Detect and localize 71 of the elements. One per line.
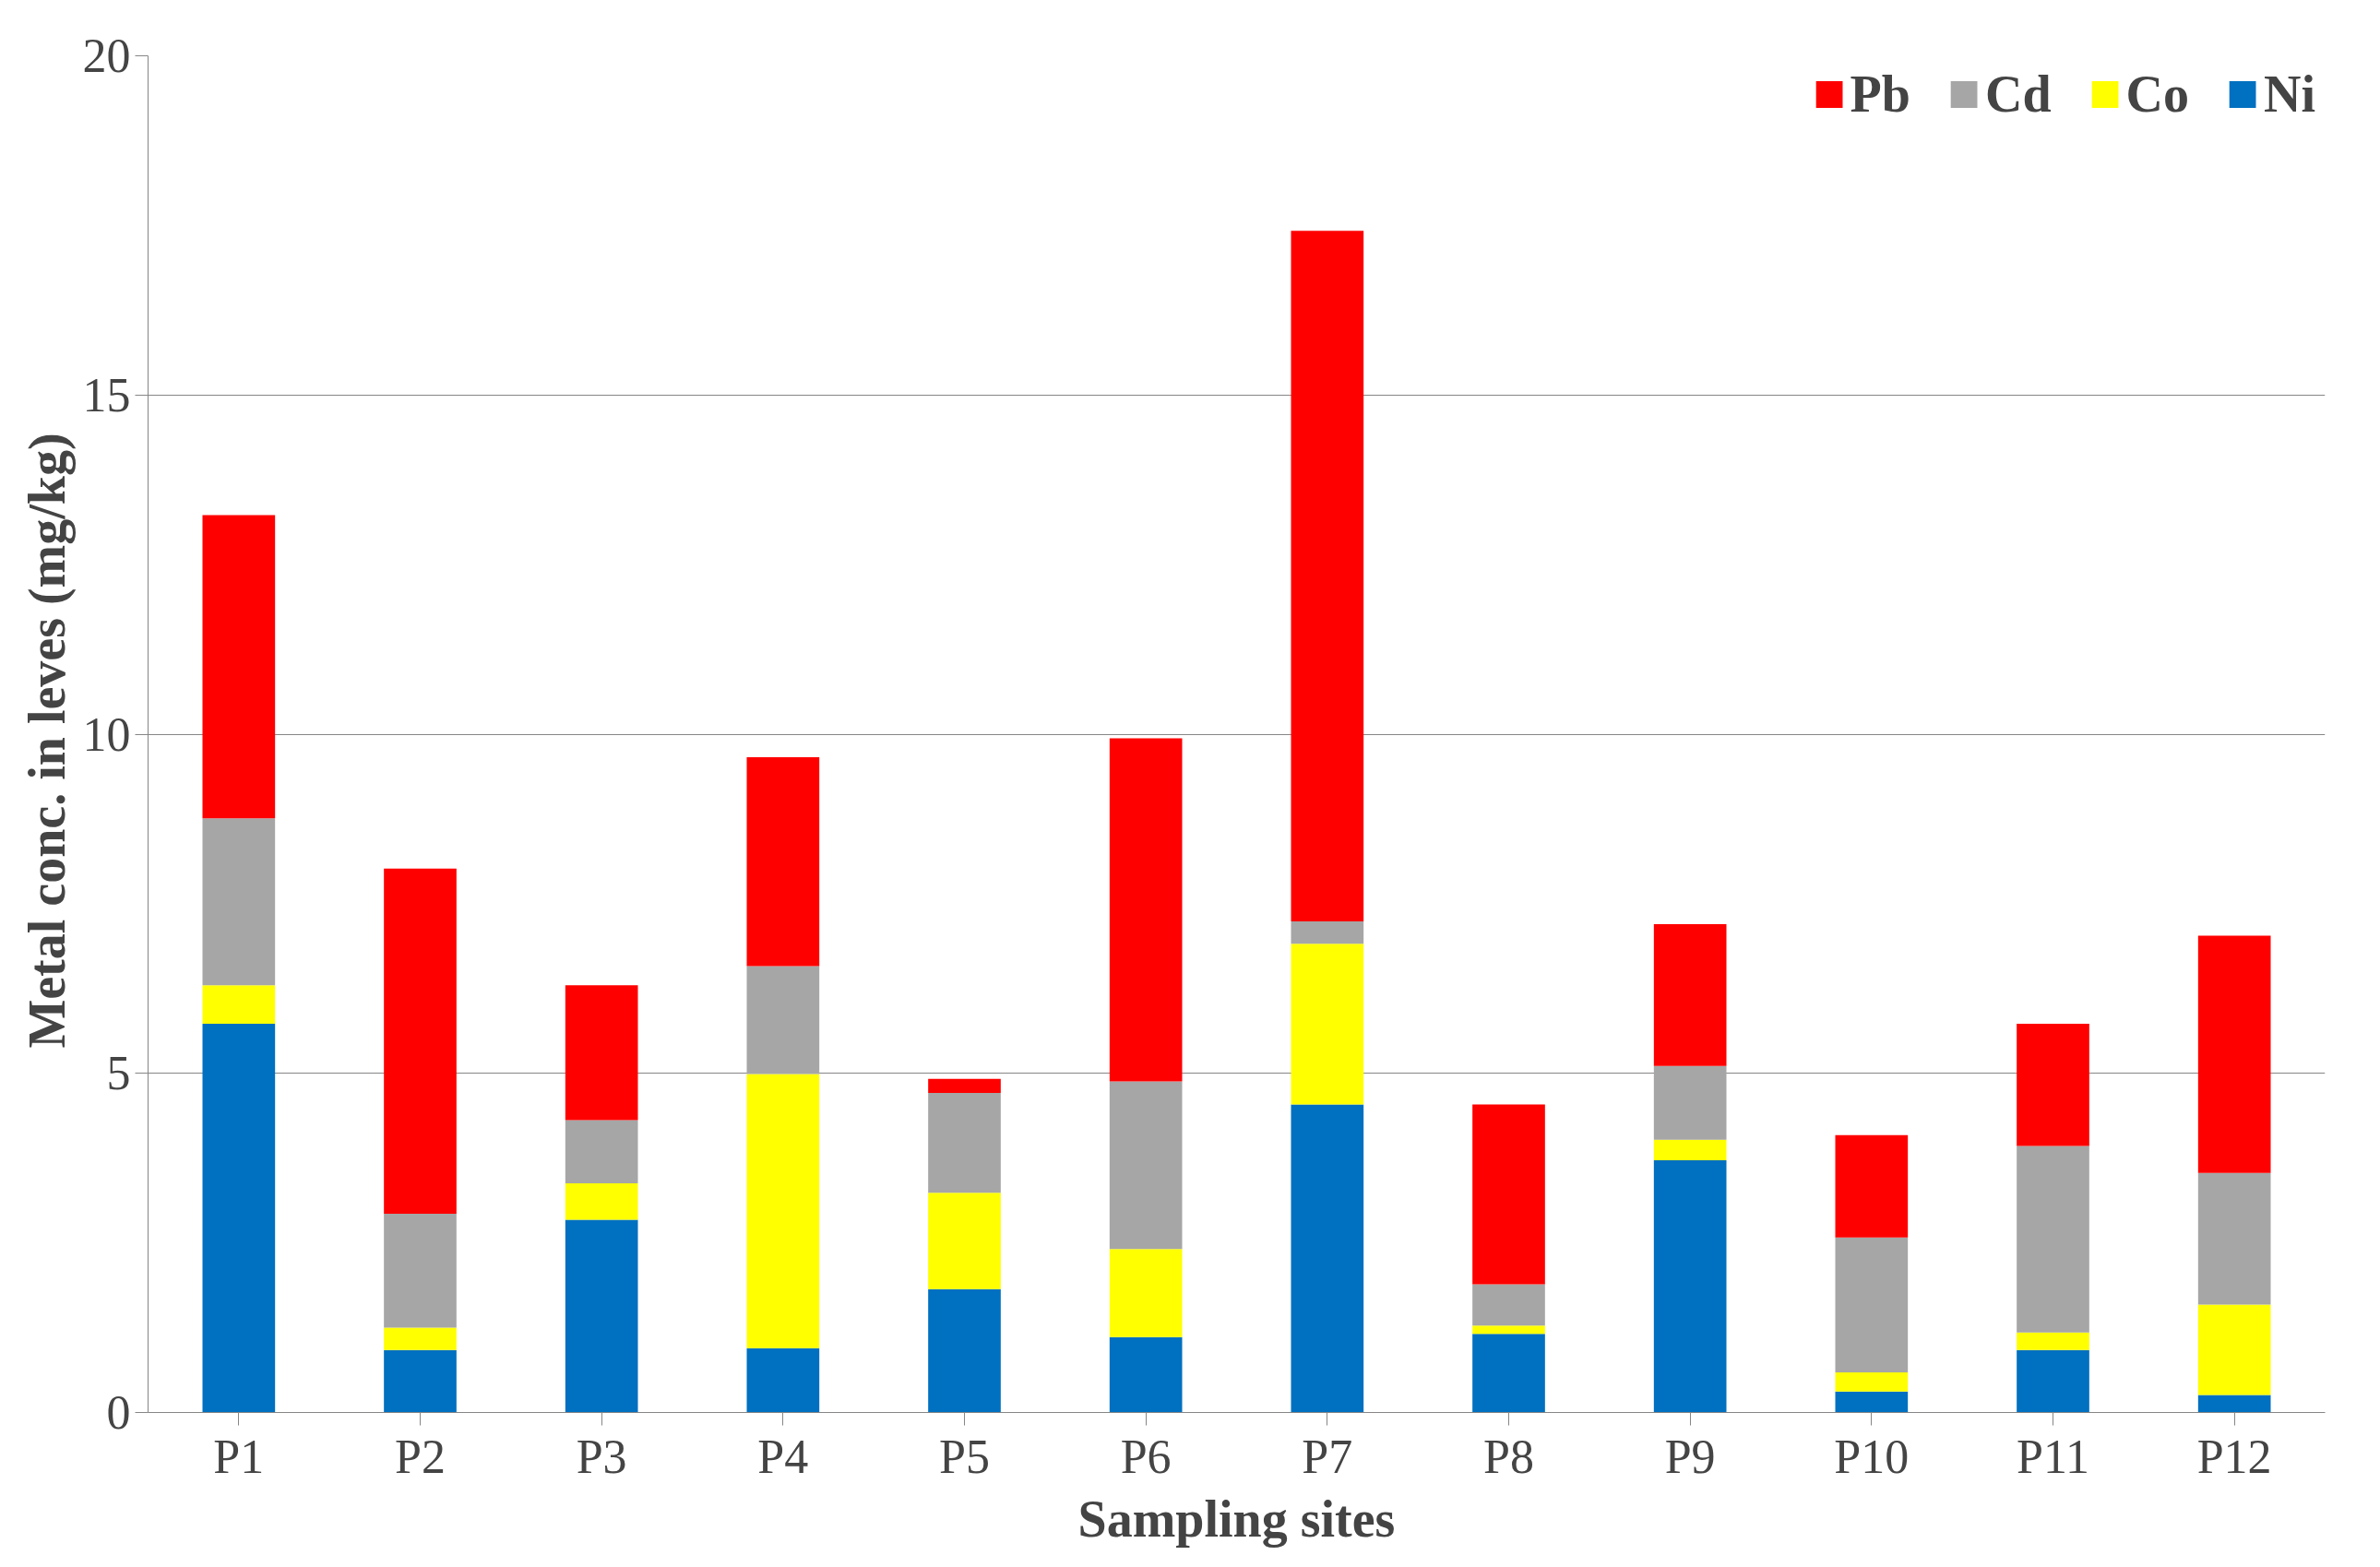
y-tick-label: 5 xyxy=(106,1047,131,1100)
bar xyxy=(2197,1395,2271,1413)
bar xyxy=(1472,1325,1545,1335)
bar xyxy=(1291,231,1364,921)
bar xyxy=(565,1120,638,1183)
bar xyxy=(202,1024,276,1413)
x-tick-label: P7 xyxy=(1302,1430,1353,1483)
bar xyxy=(928,1193,1001,1289)
bar xyxy=(1472,1104,1545,1285)
bar xyxy=(746,1074,820,1348)
bar xyxy=(1653,1065,1727,1140)
bar xyxy=(746,757,820,967)
x-axis-title: Sampling sites xyxy=(1077,1490,1396,1548)
bar xyxy=(1653,923,1727,1066)
bar xyxy=(384,1214,457,1328)
legend-label: Cd xyxy=(1984,65,2052,124)
bar xyxy=(1835,1134,1909,1238)
y-tick-label: 20 xyxy=(82,30,131,82)
y-tick-label: 10 xyxy=(82,707,131,761)
bar xyxy=(384,868,457,1214)
legend-label: Pb xyxy=(1850,65,1910,124)
bar xyxy=(1109,1336,1183,1413)
x-tick-label: P5 xyxy=(939,1430,990,1483)
bar xyxy=(202,818,276,986)
bar xyxy=(1653,1139,1727,1160)
bar xyxy=(2017,1332,2089,1350)
bar xyxy=(565,1219,638,1413)
bar xyxy=(565,985,638,1121)
bar xyxy=(202,515,276,819)
x-tick-label: P12 xyxy=(2196,1430,2272,1483)
bar xyxy=(1109,738,1183,1082)
bar xyxy=(2017,1146,2089,1333)
x-tick-label: P2 xyxy=(395,1430,446,1483)
bar xyxy=(1472,1284,1545,1326)
bar xyxy=(928,1288,1001,1413)
legend-label: Co xyxy=(2125,65,2189,124)
bar xyxy=(928,1078,1001,1094)
bar xyxy=(202,985,276,1025)
bar xyxy=(1653,1159,1727,1413)
bar xyxy=(384,1349,457,1413)
x-tick-label: P1 xyxy=(213,1430,265,1483)
bar xyxy=(1835,1237,1909,1373)
x-tick-label: P10 xyxy=(1834,1430,1910,1483)
x-tick-label: P3 xyxy=(576,1430,627,1483)
bar xyxy=(1835,1391,1909,1413)
x-tick-label: P9 xyxy=(1664,1430,1716,1483)
x-tick-label: P4 xyxy=(757,1430,809,1483)
bar xyxy=(2197,935,2271,1173)
bar xyxy=(2197,1304,2271,1395)
y-tick-label: 0 xyxy=(106,1386,131,1439)
bar xyxy=(746,966,820,1074)
bar xyxy=(1835,1372,1909,1392)
y-axis-title: Metal conc. in leves (mg/kg) xyxy=(18,433,77,1049)
bar xyxy=(1109,1249,1183,1337)
bar xyxy=(1291,1104,1364,1413)
legend-label: Ni xyxy=(2264,65,2315,124)
y-tick-label: 15 xyxy=(82,368,131,421)
x-tick-label: P6 xyxy=(1120,1430,1172,1483)
bar xyxy=(1291,944,1364,1105)
bar xyxy=(384,1327,457,1350)
bar xyxy=(1291,921,1364,944)
bar xyxy=(1109,1081,1183,1250)
x-tick-label: P8 xyxy=(1483,1430,1534,1483)
bar xyxy=(2197,1172,2271,1305)
bar xyxy=(2017,1349,2089,1413)
bar xyxy=(2017,1024,2089,1146)
bar xyxy=(746,1347,820,1413)
x-tick-label: P11 xyxy=(2017,1430,2089,1483)
bar xyxy=(565,1182,638,1220)
bar xyxy=(1472,1334,1545,1413)
bar xyxy=(928,1093,1001,1193)
